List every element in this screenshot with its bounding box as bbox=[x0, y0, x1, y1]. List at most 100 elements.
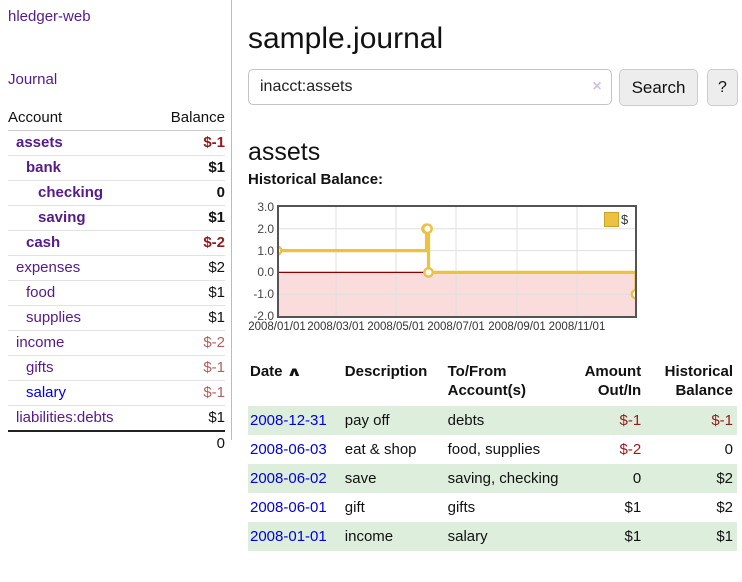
chart-legend: $ bbox=[604, 212, 628, 227]
balance-column-header: Historical Balance bbox=[645, 360, 737, 406]
legend-swatch-icon bbox=[604, 212, 619, 227]
transaction-description: income bbox=[344, 528, 394, 545]
transaction-description: save bbox=[344, 470, 377, 487]
sidebar-item-journal[interactable]: Journal bbox=[8, 71, 58, 88]
account-row: liabilities:debts $1 bbox=[8, 406, 225, 430]
account-balance: 0 bbox=[216, 184, 225, 201]
amount-column-header: Amount Out/In bbox=[571, 360, 646, 406]
account-row: assets $-1 bbox=[8, 131, 225, 156]
account-balance: $1 bbox=[208, 159, 225, 176]
account-balance: $-2 bbox=[203, 234, 225, 251]
account-row: supplies $1 bbox=[8, 306, 225, 331]
legend-series-label: $ bbox=[621, 212, 629, 227]
chart-plot-area bbox=[277, 205, 637, 318]
current-account-heading: assets bbox=[248, 137, 321, 166]
help-button[interactable]: ? bbox=[707, 69, 738, 106]
account-balance: $1 bbox=[208, 409, 225, 426]
transaction-description: pay off bbox=[344, 412, 390, 429]
accounts-header-line1: To/From bbox=[447, 363, 507, 380]
transaction-balance: $2 bbox=[716, 499, 733, 516]
search-button[interactable]: Search bbox=[619, 69, 698, 106]
account-balance: $-1 bbox=[203, 134, 225, 151]
account-row: food $1 bbox=[8, 281, 225, 306]
transaction-amount: $-1 bbox=[619, 412, 642, 429]
account-link-cash[interactable]: cash bbox=[26, 234, 61, 251]
y-tick-label: -2.0 bbox=[253, 309, 274, 323]
register-header-row: Date ∧ Description To/From Account(s) Amo… bbox=[248, 360, 737, 406]
transaction-row: 2008-06-03 eat & shop food, supplies $-2… bbox=[248, 435, 737, 464]
account-link-assets[interactable]: assets bbox=[16, 134, 63, 151]
account-balance: $1 bbox=[208, 284, 225, 301]
account-row: checking 0 bbox=[8, 181, 225, 206]
account-link-checking[interactable]: checking bbox=[38, 184, 104, 201]
x-tick-label: 2008/07/01 bbox=[427, 321, 485, 333]
date-column-header[interactable]: Date ∧ bbox=[248, 360, 345, 406]
x-tick-label: 2008/09/01 bbox=[488, 321, 546, 333]
account-link-gifts[interactable]: gifts bbox=[26, 359, 54, 376]
account-link-liabilities-debts[interactable]: liabilities:debts bbox=[16, 409, 114, 426]
account-link-food[interactable]: food bbox=[26, 284, 56, 301]
accounts-total-value: 0 bbox=[216, 435, 225, 452]
transaction-amount: $1 bbox=[624, 528, 642, 545]
transaction-accounts: gifts bbox=[447, 499, 476, 516]
account-link-salary[interactable]: salary bbox=[26, 384, 67, 401]
account-row: bank $1 bbox=[8, 156, 225, 181]
account-link-bank[interactable]: bank bbox=[26, 159, 62, 176]
transaction-amount: 0 bbox=[632, 470, 642, 487]
account-balance: $-2 bbox=[203, 334, 225, 351]
transaction-row: 2008-06-01 gift gifts $1 $2 bbox=[248, 493, 737, 522]
account-balance: $-1 bbox=[203, 384, 225, 401]
description-column-header: Description bbox=[344, 363, 428, 380]
search-input[interactable] bbox=[248, 69, 612, 105]
account-link-saving[interactable]: saving bbox=[38, 209, 86, 226]
transaction-balance: 0 bbox=[724, 441, 733, 458]
transaction-accounts: food, supplies bbox=[447, 441, 541, 458]
transaction-balance: $1 bbox=[716, 528, 733, 545]
historical-balance-chart: 3.0 2.0 1.0 0.0 -1.0 -2.0 2008/01/01 2008/03/0… bbox=[248, 199, 738, 349]
transaction-accounts: debts bbox=[447, 412, 485, 429]
y-tick-label: -1.0 bbox=[253, 287, 274, 302]
amount-header-line2: Out/In bbox=[597, 382, 642, 399]
transaction-amount: $1 bbox=[624, 499, 642, 516]
account-row: gifts $-1 bbox=[8, 356, 225, 381]
account-link-expenses[interactable]: expenses bbox=[16, 259, 81, 276]
transaction-description: eat & shop bbox=[344, 441, 417, 458]
account-row: expenses $2 bbox=[8, 256, 225, 281]
transaction-date-link[interactable]: 2008-12-31 bbox=[250, 412, 327, 429]
transaction-date-link[interactable]: 2008-01-01 bbox=[250, 528, 327, 545]
search-form: × Search ? bbox=[248, 69, 738, 106]
app-brand-link[interactable]: hledger-web bbox=[8, 8, 91, 25]
amount-header-line1: Amount bbox=[584, 363, 642, 380]
accounts-header-line2: Account(s) bbox=[447, 382, 526, 399]
chart-heading: Historical Balance: bbox=[248, 171, 384, 188]
transaction-date-link[interactable]: 2008-06-03 bbox=[250, 441, 327, 458]
account-column-header: Account bbox=[8, 109, 63, 126]
date-header-label: Date bbox=[250, 363, 283, 380]
sidebar: hledger-web Journal Account Balance asse… bbox=[0, 0, 232, 452]
account-link-income[interactable]: income bbox=[16, 334, 65, 351]
x-tick-label: 2008/05/01 bbox=[367, 321, 425, 333]
account-row: income $-2 bbox=[8, 331, 225, 356]
balance-header-line2: Balance bbox=[675, 382, 733, 399]
balance-header-line1: Historical bbox=[664, 363, 733, 380]
transaction-balance: $2 bbox=[716, 470, 733, 487]
transaction-amount: $-2 bbox=[619, 441, 642, 458]
account-row: salary $-1 bbox=[8, 381, 225, 406]
clear-search-icon[interactable]: × bbox=[592, 78, 602, 95]
accounts-column-header: To/From Account(s) bbox=[448, 360, 571, 406]
transaction-balance: $-1 bbox=[711, 412, 733, 429]
page-title: sample.journal bbox=[248, 22, 444, 56]
account-link-supplies[interactable]: supplies bbox=[26, 309, 82, 326]
account-row: cash $-2 bbox=[8, 231, 225, 256]
accounts-total-row: 0 bbox=[8, 430, 225, 456]
account-balance: $-1 bbox=[203, 359, 225, 376]
account-balance: $2 bbox=[208, 259, 225, 276]
y-tick-label: 3.0 bbox=[257, 200, 274, 214]
sort-ascending-icon: ∧ bbox=[285, 364, 302, 379]
transaction-description: gift bbox=[344, 499, 365, 516]
transaction-accounts: salary bbox=[447, 528, 488, 545]
transaction-row: 2008-12-31 pay off debts $-1 $-1 bbox=[248, 406, 737, 435]
transaction-date-link[interactable]: 2008-06-01 bbox=[250, 499, 327, 516]
transaction-date-link[interactable]: 2008-06-02 bbox=[250, 470, 327, 487]
x-tick-label: 2008/01/01 bbox=[248, 321, 306, 333]
